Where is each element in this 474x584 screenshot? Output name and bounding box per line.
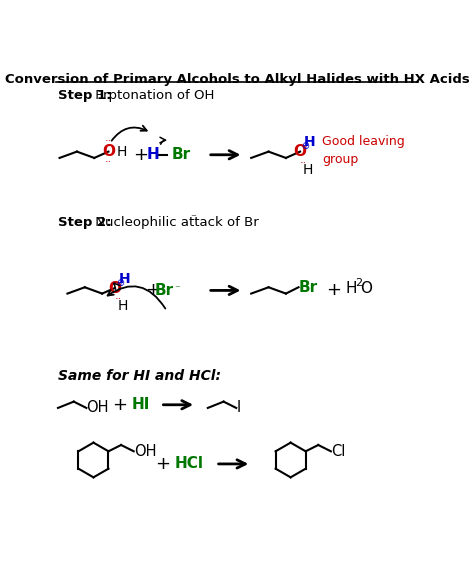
Text: OH: OH (86, 401, 109, 415)
Text: H: H (146, 147, 159, 162)
Text: Step 2:: Step 2: (58, 215, 111, 228)
Text: O: O (108, 280, 121, 296)
Text: ··: ·· (105, 136, 112, 146)
Text: Conversion of Primary Alcohols to Alkyl Halides with HX Acids: Conversion of Primary Alcohols to Alkyl … (5, 73, 469, 86)
Text: Step 1:: Step 1: (58, 89, 111, 102)
Text: H: H (116, 145, 127, 159)
Text: OH: OH (134, 444, 156, 459)
Text: +: + (327, 281, 341, 300)
Text: Good leaving
group: Good leaving group (322, 134, 405, 165)
Text: +: + (155, 455, 170, 473)
Text: Nucleophilic attack of Br: Nucleophilic attack of Br (91, 215, 259, 228)
Text: +: + (133, 146, 148, 164)
Text: O: O (102, 144, 115, 159)
Text: +: + (145, 281, 160, 300)
Text: H: H (303, 163, 313, 177)
Text: I: I (236, 401, 240, 415)
Text: O: O (360, 280, 372, 296)
Text: O: O (293, 144, 307, 159)
Text: HI: HI (131, 397, 150, 412)
Text: ⊕: ⊕ (301, 141, 310, 151)
Text: ⁻: ⁻ (191, 213, 196, 223)
Text: ··: ·· (114, 294, 121, 304)
Text: ··: ·· (105, 157, 112, 167)
Text: H: H (118, 299, 128, 313)
Text: Br: Br (299, 280, 318, 295)
Text: ··: ·· (300, 158, 307, 168)
Text: ⊕: ⊕ (116, 277, 124, 287)
Text: +: + (112, 396, 127, 414)
Text: H: H (118, 272, 130, 286)
Text: 2: 2 (356, 278, 363, 288)
Text: Prptonation of OH: Prptonation of OH (91, 89, 214, 102)
Text: Br: Br (172, 147, 191, 162)
Text: HCl: HCl (175, 457, 204, 471)
Text: Br: Br (155, 283, 174, 298)
Text: Cl: Cl (331, 444, 345, 459)
Text: Same for HI and HCl:: Same for HI and HCl: (58, 369, 221, 383)
Text: ⁻: ⁻ (175, 284, 181, 294)
Text: H: H (346, 280, 357, 296)
Text: H: H (304, 135, 315, 149)
